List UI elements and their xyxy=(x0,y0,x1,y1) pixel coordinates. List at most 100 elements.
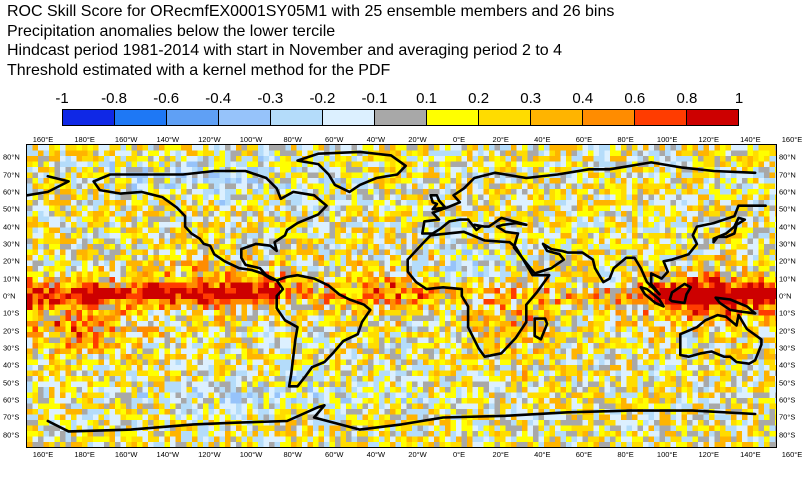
skill-cell xyxy=(148,211,154,217)
skill-cell xyxy=(703,266,710,272)
skill-cell xyxy=(439,178,446,184)
skill-cell xyxy=(450,271,457,278)
skill-cell xyxy=(632,260,638,267)
skill-cell xyxy=(461,304,468,311)
skill-cell xyxy=(43,222,50,228)
skill-cell xyxy=(467,299,473,305)
skill-cell xyxy=(214,227,220,234)
skill-cell xyxy=(351,145,358,151)
skill-cell xyxy=(692,249,699,256)
skill-cell xyxy=(324,326,330,333)
skill-cell xyxy=(32,277,39,283)
skill-cell xyxy=(225,271,231,278)
skill-cell xyxy=(175,211,182,217)
skill-cell xyxy=(82,211,88,217)
skill-cell xyxy=(758,266,765,272)
skill-cell xyxy=(472,277,479,283)
skill-cell xyxy=(318,321,325,327)
skill-cell xyxy=(390,222,396,228)
skill-cell xyxy=(318,156,325,162)
skill-cell xyxy=(687,299,693,305)
skill-cell xyxy=(60,337,66,344)
skill-cell xyxy=(280,150,286,157)
skill-cell xyxy=(577,183,583,190)
skill-cell xyxy=(505,189,512,195)
skill-cell xyxy=(71,200,77,206)
skill-cell xyxy=(615,216,622,223)
skill-cell xyxy=(599,266,605,272)
skill-cell xyxy=(362,260,369,267)
skill-cell xyxy=(588,238,594,245)
skill-cell xyxy=(621,145,627,151)
skill-cell xyxy=(610,150,616,157)
skill-cell xyxy=(76,288,83,294)
skill-cell xyxy=(577,216,583,223)
skill-cell xyxy=(340,194,347,201)
skill-cell xyxy=(593,326,600,333)
skill-cell xyxy=(720,299,726,305)
skill-cell xyxy=(247,172,253,179)
skill-cell xyxy=(186,145,193,151)
skill-cell xyxy=(291,200,297,206)
skill-cell xyxy=(483,332,490,338)
skill-cell xyxy=(291,156,297,162)
skill-cell xyxy=(131,183,138,190)
skill-cell xyxy=(637,288,644,294)
skill-cell xyxy=(197,337,204,344)
skill-cell xyxy=(588,321,594,327)
skill-cell xyxy=(263,304,270,311)
skill-cell xyxy=(511,178,517,184)
skill-cell xyxy=(82,315,88,322)
skill-cell xyxy=(577,178,583,184)
skill-cell xyxy=(302,337,308,344)
skill-cell xyxy=(98,321,105,327)
skill-cell xyxy=(93,304,99,311)
skill-cell xyxy=(302,211,308,217)
skill-cell xyxy=(637,216,644,223)
skill-cell xyxy=(197,161,204,168)
skill-cell xyxy=(148,326,154,333)
skill-cell xyxy=(197,211,204,217)
skill-cell xyxy=(588,244,594,250)
skill-cell xyxy=(714,200,721,206)
skill-cell xyxy=(170,222,176,228)
skill-cell xyxy=(626,332,633,338)
skill-cell xyxy=(720,332,726,338)
colorbar xyxy=(62,109,739,126)
skill-cell xyxy=(302,227,308,234)
skill-cell xyxy=(412,310,418,316)
skill-cell xyxy=(307,150,314,157)
skill-cell xyxy=(313,266,319,272)
skill-cell xyxy=(434,266,440,272)
skill-cell xyxy=(247,194,253,201)
skill-cell xyxy=(516,205,523,212)
skill-cell xyxy=(445,271,451,278)
skill-cell xyxy=(109,244,116,250)
skill-cell xyxy=(49,145,55,151)
skill-cell xyxy=(82,145,88,151)
skill-cell xyxy=(291,304,297,311)
skill-cell xyxy=(445,172,451,179)
skill-cell xyxy=(500,271,506,278)
skill-cell xyxy=(219,194,226,201)
skill-cell xyxy=(148,194,154,201)
skill-cell xyxy=(764,326,770,333)
skill-cell xyxy=(379,194,385,201)
skill-cell xyxy=(709,222,715,228)
skill-cell xyxy=(65,332,72,338)
skill-cell xyxy=(412,255,418,261)
skill-cell xyxy=(258,238,264,245)
skill-cell xyxy=(654,145,660,151)
skill-cell xyxy=(60,227,66,234)
skill-cell xyxy=(758,194,765,201)
skill-cell xyxy=(753,172,759,179)
skill-cell xyxy=(533,282,539,289)
skill-cell xyxy=(401,178,407,184)
skill-cell xyxy=(725,321,732,327)
skill-cell xyxy=(384,266,391,272)
skill-cell xyxy=(263,189,270,195)
skill-cell xyxy=(566,172,572,179)
skill-cell xyxy=(346,167,352,173)
skill-cell xyxy=(208,172,215,179)
skill-cell xyxy=(692,321,699,327)
